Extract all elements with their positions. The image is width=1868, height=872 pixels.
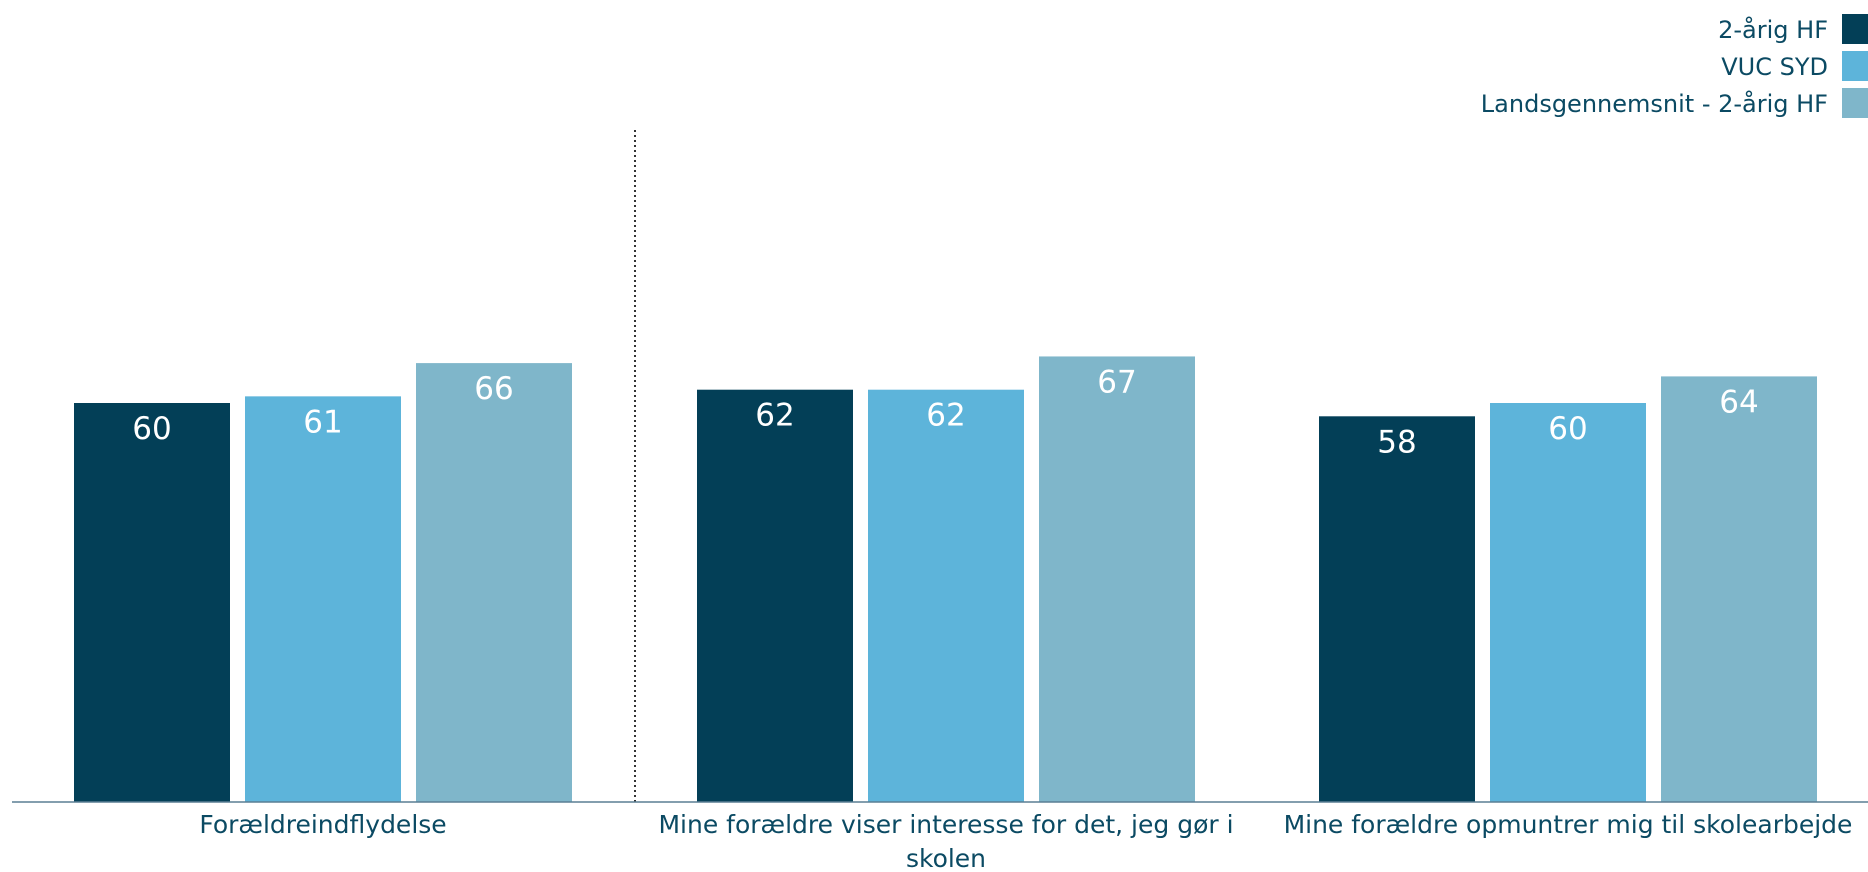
value-label-0-0: 60 bbox=[132, 411, 171, 447]
bar-1-0 bbox=[697, 389, 853, 802]
bar-0-2 bbox=[416, 363, 572, 802]
bars: 60 61 66 62 62 67 58 60 64 bbox=[74, 356, 1817, 802]
bar-2-1 bbox=[1490, 403, 1646, 802]
legend-swatch-0 bbox=[1842, 14, 1868, 44]
bar-2-2 bbox=[1661, 376, 1817, 802]
legend-label-0: 2-årig HF bbox=[1718, 15, 1828, 44]
value-label-1-1: 62 bbox=[926, 398, 965, 434]
bar-0-1 bbox=[245, 396, 401, 802]
legend: 2-årig HF VUC SYD Landsgennemsnit - 2-årig… bbox=[1481, 14, 1868, 118]
bar-2-0 bbox=[1319, 416, 1475, 802]
value-label-2-2: 64 bbox=[1719, 384, 1758, 420]
legend-swatch-2 bbox=[1842, 88, 1868, 118]
category-label-0: Forældreindflydelse bbox=[199, 810, 446, 839]
legend-label-2: Landsgennemsnit - 2-årig HF bbox=[1481, 89, 1828, 118]
category-labels: Forældreindflydelse Mine forældre viser i… bbox=[199, 810, 1852, 872]
category-label-1: Mine forældre viser interesse for det, j… bbox=[658, 810, 1233, 839]
bar-1-2 bbox=[1039, 356, 1195, 802]
value-label-0-1: 61 bbox=[303, 404, 342, 440]
value-label-2-1: 60 bbox=[1548, 411, 1587, 447]
legend-swatch-1 bbox=[1842, 51, 1868, 81]
legend-label-1: VUC SYD bbox=[1721, 53, 1828, 81]
bar-1-1 bbox=[868, 389, 1024, 802]
value-label-2-0: 58 bbox=[1377, 424, 1416, 460]
value-label-1-0: 62 bbox=[755, 398, 794, 434]
bar-0-0 bbox=[74, 403, 230, 802]
value-label-0-2: 66 bbox=[474, 371, 513, 407]
category-label-1-line-1: skolen bbox=[906, 844, 986, 872]
category-label-2: Mine forældre opmuntrer mig til skolearb… bbox=[1284, 810, 1853, 839]
value-label-1-2: 67 bbox=[1097, 364, 1136, 400]
